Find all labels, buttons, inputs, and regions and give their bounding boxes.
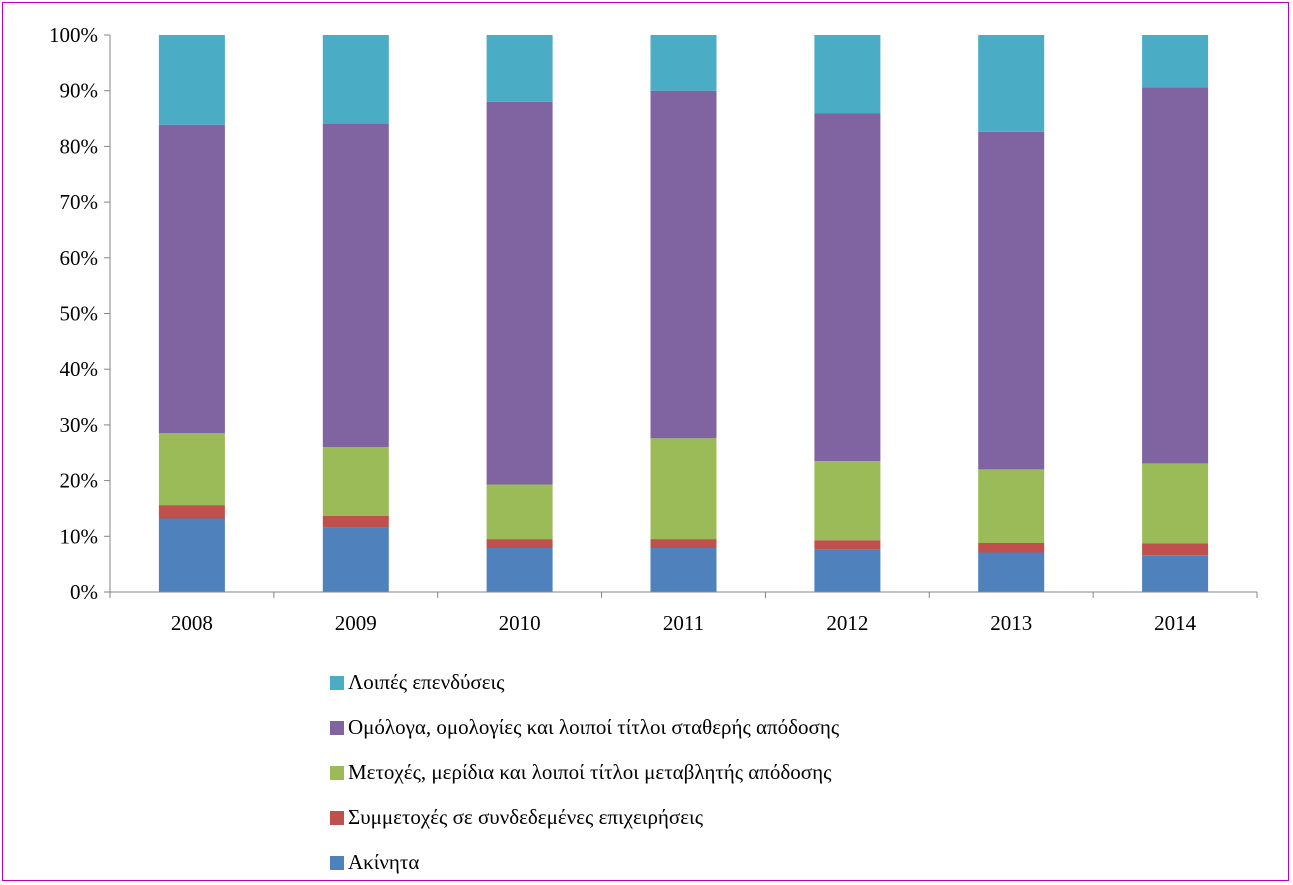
bar-segment-2013-series-0: [978, 552, 1045, 592]
x-tick-label: 2011: [663, 611, 704, 635]
bar-segment-2012-series-0: [814, 549, 881, 592]
legend-swatch-real-estate: [330, 855, 344, 870]
y-tick-label: 60%: [60, 246, 99, 270]
legend-item-shares: Μετοχές, μερίδια και λοιποί τίτλοι μεταβ…: [330, 750, 839, 795]
y-tick-label: 10%: [60, 524, 99, 548]
bar-segment-2008-series-4: [158, 35, 225, 125]
legend-label-shares: Μετοχές, μερίδια και λοιποί τίτλοι μεταβ…: [348, 760, 832, 784]
bar-segment-2009-series-0: [322, 527, 389, 592]
bar-segment-2010-series-2: [486, 484, 553, 540]
bar-segment-2009-series-3: [322, 123, 389, 448]
bar-segment-2014-series-1: [1142, 543, 1209, 556]
legend-label-bonds: Ομόλογα, ομολογίες και λοιποί τίτλοι στα…: [348, 715, 840, 739]
bar-segment-2014-series-0: [1142, 555, 1209, 592]
bar-segment-2012-series-3: [814, 113, 881, 462]
bar-segment-2012-series-1: [814, 540, 881, 550]
bar-segment-2013-series-1: [978, 543, 1045, 553]
legend-swatch-other-investments: [330, 675, 344, 690]
x-tick-label: 2012: [826, 611, 868, 635]
legend-item-other-investments: Λοιπές επενδύσεις: [330, 660, 839, 705]
bar-segment-2009-series-1: [322, 515, 389, 528]
bar-segment-2009-series-4: [322, 35, 389, 124]
bar-segment-2011-series-0: [650, 548, 717, 592]
bar-segment-2008-series-2: [158, 433, 225, 506]
bar-segment-2014-series-2: [1142, 463, 1209, 544]
bar-segment-2012-series-2: [814, 461, 881, 541]
bar-segment-2010-series-0: [486, 548, 553, 592]
x-tick-label: 2010: [499, 611, 541, 635]
bar-segment-2011-series-3: [650, 90, 717, 439]
y-tick-label: 80%: [60, 134, 99, 158]
legend-label-real-estate: Ακίνητα: [348, 850, 420, 874]
bar-segment-2008-series-3: [158, 124, 225, 434]
bar-segment-2010-series-1: [486, 539, 553, 548]
y-tick-label: 100%: [49, 23, 98, 47]
y-tick-label: 90%: [60, 79, 99, 103]
bar-segment-2011-series-2: [650, 438, 717, 540]
chart-legend: Λοιπές επενδύσεις Ομόλογα, ομολογίες και…: [330, 660, 839, 885]
bar-segment-2011-series-4: [650, 35, 717, 91]
x-tick-label: 2013: [990, 611, 1032, 635]
x-tick-label: 2008: [171, 611, 213, 635]
bar-segment-2014-series-3: [1142, 87, 1209, 464]
bar-segment-2012-series-4: [814, 35, 881, 114]
legend-item-bonds: Ομόλογα, ομολογίες και λοιποί τίτλοι στα…: [330, 705, 839, 750]
legend-label-participations: Συμμετοχές σε συνδεδεμένες επιχειρήσεις: [348, 805, 704, 829]
y-tick-label: 20%: [60, 469, 99, 493]
bar-segment-2010-series-4: [486, 35, 553, 102]
bar-segment-2014-series-4: [1142, 35, 1209, 88]
legend-item-participations: Συμμετοχές σε συνδεδεμένες επιχειρήσεις: [330, 795, 839, 840]
bar-segment-2008-series-1: [158, 505, 225, 519]
legend-label-other-investments: Λοιπές επενδύσεις: [348, 670, 505, 694]
legend-item-real-estate: Ακίνητα: [330, 840, 839, 885]
bar-segment-2013-series-3: [978, 131, 1045, 470]
bar-segment-2009-series-2: [322, 447, 389, 516]
y-tick-label: 30%: [60, 413, 99, 437]
bar-segment-2013-series-4: [978, 35, 1045, 132]
legend-swatch-shares: [330, 765, 344, 780]
x-tick-label: 2014: [1154, 611, 1197, 635]
x-tick-label: 2009: [335, 611, 377, 635]
bar-segment-2013-series-2: [978, 469, 1045, 543]
bar-segment-2010-series-3: [486, 101, 553, 485]
y-tick-label: 40%: [60, 357, 99, 381]
y-tick-label: 0%: [70, 580, 98, 604]
legend-swatch-participations: [330, 810, 344, 825]
y-tick-label: 50%: [60, 302, 99, 326]
bar-segment-2008-series-0: [158, 518, 225, 592]
bar-segment-2011-series-1: [650, 539, 717, 548]
y-tick-label: 70%: [60, 190, 99, 214]
legend-swatch-bonds: [330, 720, 344, 735]
